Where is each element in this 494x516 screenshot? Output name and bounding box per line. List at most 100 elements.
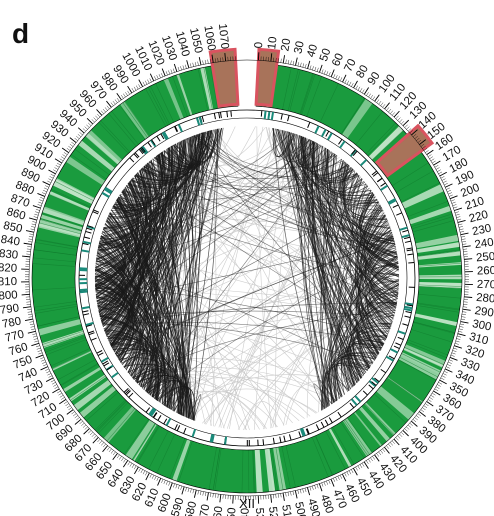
tick-minor — [440, 176, 445, 179]
tick-minor — [41, 359, 45, 362]
tick-minor — [323, 70, 326, 75]
gene-sparse-stripe — [415, 234, 459, 249]
gene-line — [417, 303, 460, 311]
interaction-link — [103, 182, 141, 229]
tick-minor — [390, 442, 393, 446]
gene-line — [401, 182, 440, 203]
tick-minor — [110, 450, 114, 454]
tick-minor — [370, 94, 373, 99]
inner-feature-mark — [92, 211, 99, 215]
gene-line — [39, 222, 81, 235]
tick-minor — [351, 469, 354, 474]
interaction-link — [146, 373, 167, 396]
interaction-link — [274, 134, 298, 428]
tick-minor — [432, 160, 436, 164]
gene-line — [52, 350, 92, 370]
interaction-link — [196, 134, 381, 351]
gene-sparse-stripe — [73, 379, 112, 411]
interaction-link — [117, 197, 400, 281]
gene-line — [136, 425, 160, 463]
tick-minor — [28, 238, 33, 240]
tick-minor — [300, 62, 302, 67]
tick-minor — [378, 451, 382, 456]
tick-minor — [348, 470, 352, 475]
gene-line — [407, 201, 448, 217]
gene-line — [148, 430, 169, 470]
tick-minor — [71, 141, 75, 145]
inner-feature-mark — [263, 110, 267, 120]
interaction-link — [363, 205, 399, 295]
gene-sparse-stripe — [341, 98, 373, 139]
gene-line — [343, 420, 369, 457]
interaction-link — [148, 146, 178, 395]
interaction-link — [98, 304, 125, 312]
inner-feature-mark — [88, 330, 95, 334]
gene-line — [418, 285, 462, 289]
gene-line — [40, 219, 82, 232]
gene-line — [50, 348, 91, 367]
interaction-link — [366, 293, 399, 338]
tick-minor — [400, 432, 405, 436]
kb-tick-label: 40 — [305, 43, 320, 59]
gene-line — [34, 303, 78, 312]
gene-line — [340, 422, 365, 459]
tick-minor — [76, 417, 80, 421]
interaction-link — [97, 303, 125, 318]
tick-minor — [429, 397, 433, 400]
inner-feature-mark — [380, 368, 387, 374]
gene-sparse-stripe — [401, 184, 444, 209]
inner-feature-mark — [338, 139, 343, 145]
gene-density-track — [31, 62, 463, 494]
gene-line — [275, 447, 284, 491]
gene-line — [214, 448, 222, 491]
gene-line — [37, 316, 80, 327]
tick-minor — [461, 241, 466, 243]
interaction-link — [144, 382, 267, 429]
kb-tick-label: 320 — [464, 344, 486, 361]
kb-tick-label: 850 — [2, 220, 23, 236]
tick-minor — [63, 152, 68, 155]
inner-feature-mark — [267, 111, 271, 120]
inner-feature-mark — [354, 395, 362, 403]
chromosome-label: XII — [239, 496, 255, 511]
tick-minor — [54, 386, 59, 389]
tick-minor — [406, 426, 410, 430]
inner-feature-mark — [368, 380, 377, 387]
tick-minor — [26, 248, 31, 250]
tick-minor — [416, 415, 420, 419]
tick-minor — [91, 433, 95, 437]
tick-major — [457, 220, 466, 223]
gene-line — [300, 73, 315, 115]
tick-minor — [461, 313, 466, 316]
interaction-link — [143, 163, 164, 390]
tick-major — [219, 494, 222, 503]
gene-line — [407, 339, 448, 356]
interaction-link — [176, 128, 219, 414]
interaction-link — [327, 149, 399, 287]
tick-minor — [100, 110, 104, 114]
gene-sparse-stripe — [416, 242, 460, 254]
tick-major — [433, 160, 441, 166]
tick-minor — [368, 458, 371, 463]
tick-minor — [299, 489, 302, 494]
tick-minor — [441, 178, 446, 181]
tick-minor — [278, 58, 280, 63]
gene-sparse-stripe — [38, 319, 82, 336]
interaction-link — [140, 230, 392, 388]
interaction-link — [333, 339, 386, 402]
tick-minor — [27, 309, 32, 310]
tick-minor — [197, 61, 199, 66]
kb-tick-label: 520 — [266, 506, 280, 516]
tick-minor — [420, 409, 425, 413]
tick-minor — [290, 60, 292, 65]
gene-line — [34, 242, 78, 250]
inner-feature-mark — [352, 150, 358, 156]
tick-major — [460, 232, 469, 236]
tick-minor — [131, 88, 135, 92]
tick-minor — [461, 236, 466, 238]
inner-feature-mark — [141, 145, 149, 154]
gene-sparse-stripe — [132, 423, 157, 462]
tick-minor — [31, 223, 36, 226]
tick-minor — [145, 471, 148, 476]
tick-minor — [110, 102, 114, 106]
